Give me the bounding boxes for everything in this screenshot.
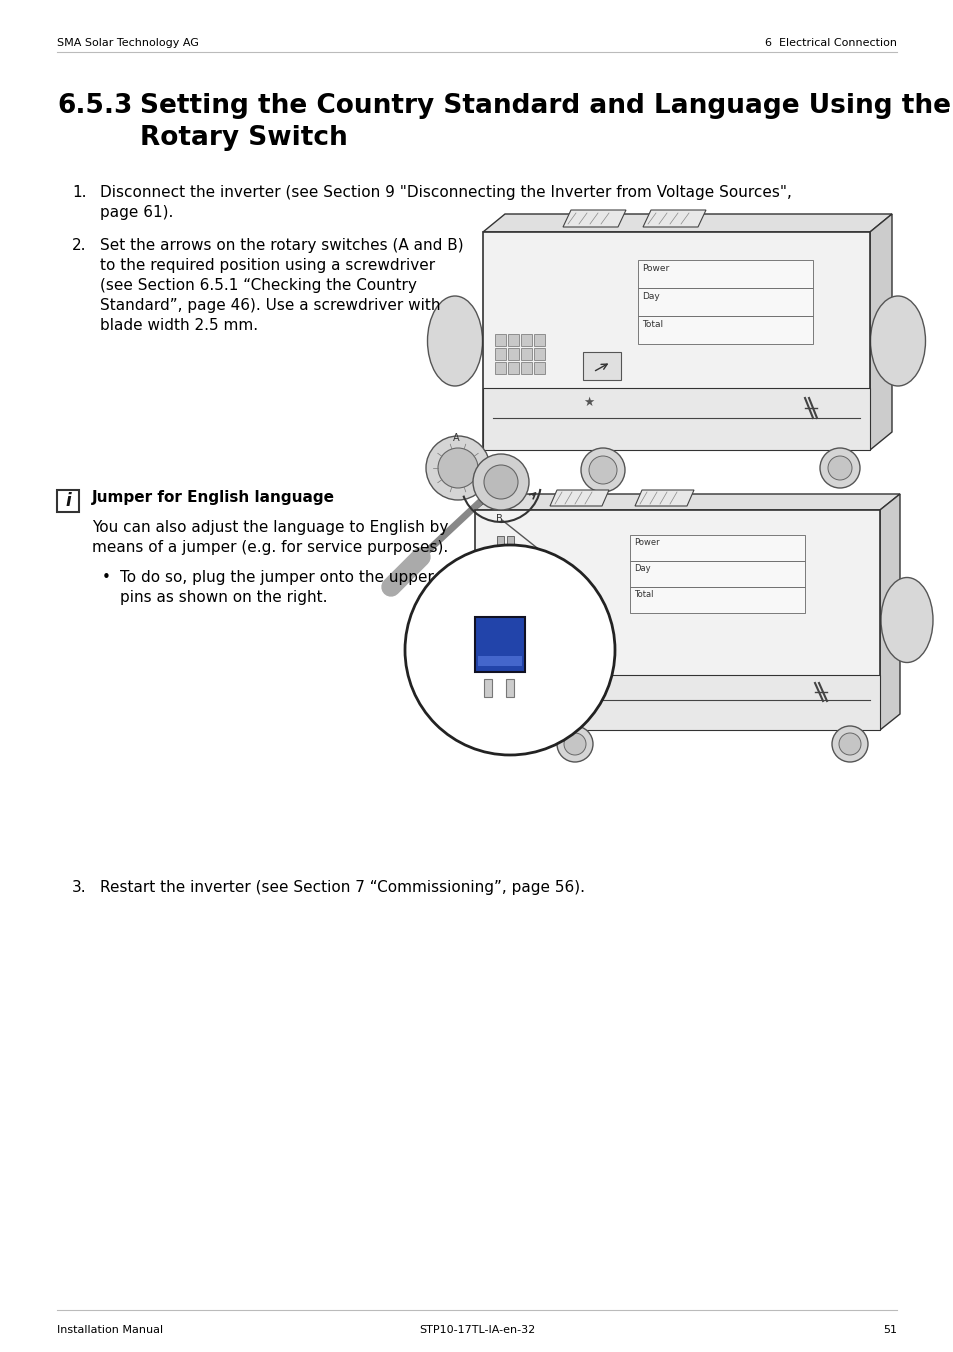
Polygon shape <box>482 214 891 233</box>
Bar <box>482 388 869 450</box>
Text: pins as shown on the right.: pins as shown on the right. <box>120 589 327 604</box>
Bar <box>629 535 804 561</box>
Circle shape <box>838 733 861 754</box>
Bar <box>507 347 518 360</box>
Bar <box>506 535 514 550</box>
Text: B: B <box>496 514 502 525</box>
Text: page 61).: page 61). <box>100 206 173 220</box>
Text: To do so, plug the jumper onto the upper two: To do so, plug the jumper onto the upper… <box>120 571 466 585</box>
Text: Standard”, page 46). Use a screwdriver with: Standard”, page 46). Use a screwdriver w… <box>100 297 440 314</box>
Bar <box>638 260 812 288</box>
Text: Installation Manual: Installation Manual <box>57 1325 163 1334</box>
Text: Rotary Switch: Rotary Switch <box>140 124 348 151</box>
Text: STP10-17TL-IA-en-32: STP10-17TL-IA-en-32 <box>418 1325 535 1334</box>
Circle shape <box>557 726 593 763</box>
Text: Total: Total <box>641 320 662 329</box>
Bar <box>475 617 524 672</box>
FancyBboxPatch shape <box>57 489 79 512</box>
Text: i: i <box>65 492 71 510</box>
Bar <box>638 288 812 316</box>
Bar <box>534 362 544 375</box>
Circle shape <box>827 456 851 480</box>
Text: 51: 51 <box>882 1325 896 1334</box>
Polygon shape <box>550 489 608 506</box>
Circle shape <box>580 448 624 492</box>
Polygon shape <box>869 214 891 450</box>
Text: means of a jumper (e.g. for service purposes).: means of a jumper (e.g. for service purp… <box>91 539 448 556</box>
Text: blade width 2.5 mm.: blade width 2.5 mm. <box>100 318 258 333</box>
Circle shape <box>563 733 585 754</box>
Bar <box>520 347 532 360</box>
Bar <box>495 347 505 360</box>
Circle shape <box>405 545 615 754</box>
Text: 6  Electrical Connection: 6 Electrical Connection <box>764 38 896 49</box>
Text: Day: Day <box>641 292 659 301</box>
Text: Restart the inverter (see Section 7 “Commissioning”, page 56).: Restart the inverter (see Section 7 “Com… <box>100 880 584 895</box>
Bar <box>629 587 804 612</box>
Text: Disconnect the inverter (see Section 9 "Disconnecting the Inverter from Voltage : Disconnect the inverter (see Section 9 "… <box>100 185 791 200</box>
Text: 3.: 3. <box>71 880 87 895</box>
Bar <box>582 352 620 380</box>
Polygon shape <box>475 493 899 510</box>
Text: Power: Power <box>634 538 659 548</box>
Bar <box>495 334 505 346</box>
Text: Total: Total <box>634 589 653 599</box>
Text: Power: Power <box>641 264 669 273</box>
Bar <box>475 675 879 730</box>
Circle shape <box>437 448 477 488</box>
Bar <box>520 334 532 346</box>
Text: Set the arrows on the rotary switches (A and B): Set the arrows on the rotary switches (A… <box>100 238 463 253</box>
Bar <box>483 679 492 698</box>
Ellipse shape <box>421 577 474 662</box>
Bar <box>638 316 812 343</box>
Ellipse shape <box>869 296 924 387</box>
Bar <box>505 679 514 698</box>
Bar <box>497 535 503 550</box>
Bar <box>507 334 518 346</box>
Polygon shape <box>482 233 869 450</box>
Text: 6.5.3: 6.5.3 <box>57 93 132 119</box>
Text: •: • <box>102 571 111 585</box>
Text: You can also adjust the language to English by: You can also adjust the language to Engl… <box>91 521 448 535</box>
Text: 1.: 1. <box>71 185 87 200</box>
Circle shape <box>831 726 867 763</box>
Polygon shape <box>642 210 705 227</box>
Polygon shape <box>635 489 693 506</box>
Bar <box>629 561 804 587</box>
Text: (see Section 6.5.1 “Checking the Country: (see Section 6.5.1 “Checking the Country <box>100 279 416 293</box>
Circle shape <box>820 448 859 488</box>
Polygon shape <box>475 510 879 730</box>
Text: Jumper for English language: Jumper for English language <box>91 489 335 506</box>
Circle shape <box>588 456 617 484</box>
Circle shape <box>483 465 517 499</box>
Text: Day: Day <box>634 564 650 573</box>
Text: Setting the Country Standard and Language Using the: Setting the Country Standard and Languag… <box>140 93 950 119</box>
Ellipse shape <box>427 296 482 387</box>
Ellipse shape <box>880 577 932 662</box>
Circle shape <box>426 435 490 500</box>
Polygon shape <box>879 493 899 730</box>
Bar <box>520 362 532 375</box>
Text: to the required position using a screwdriver: to the required position using a screwdr… <box>100 258 435 273</box>
Text: SMA Solar Technology AG: SMA Solar Technology AG <box>57 38 198 49</box>
Polygon shape <box>562 210 625 227</box>
Text: 2.: 2. <box>71 238 87 253</box>
Bar <box>477 656 521 667</box>
Text: ★: ★ <box>582 396 594 410</box>
Bar <box>534 334 544 346</box>
Text: A: A <box>453 433 459 443</box>
Bar <box>507 362 518 375</box>
Bar <box>534 347 544 360</box>
Circle shape <box>473 454 529 510</box>
Bar <box>495 362 505 375</box>
